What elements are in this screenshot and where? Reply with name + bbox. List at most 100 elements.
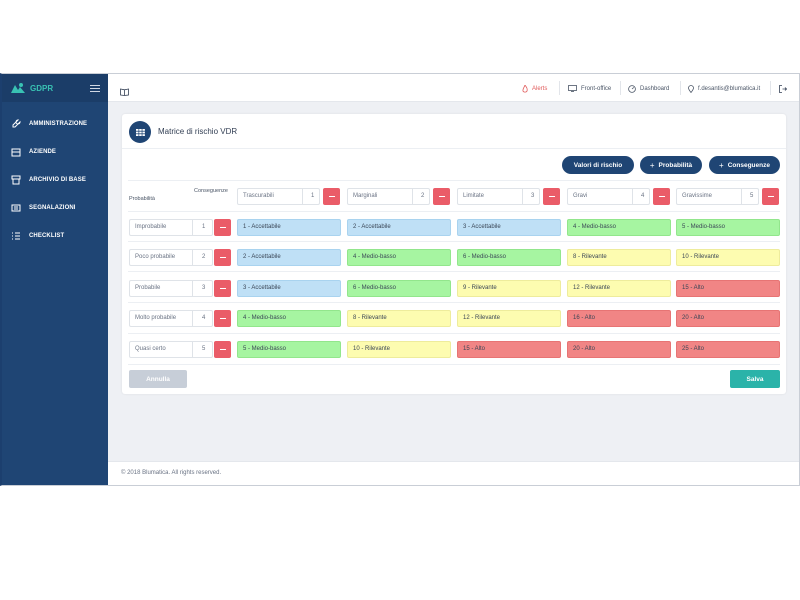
matrix-cell[interactable]: 2 - Accettabile [237,249,341,266]
matrix-cell[interactable]: 8 - Rilevante [567,249,671,266]
remove-consequence-button[interactable] [323,188,340,205]
user-menu[interactable]: f.desantis@blumatica.it [688,82,760,95]
topbar-divider [620,81,621,95]
matrix-cell[interactable]: 15 - Alto [457,341,561,358]
probability-name: Poco probabile [135,254,176,260]
add-probability-button[interactable]: + Probabilità [640,156,702,174]
field-divider [192,220,193,235]
field-divider [192,281,193,296]
footer: © 2018 Blumatica. All rights reserved. [108,461,799,485]
alerts-link[interactable]: Alerts [522,82,547,95]
probability-field[interactable]: Poco probabile 2 [129,249,213,266]
minus-icon [219,349,226,350]
monitor-icon [568,85,577,92]
field-divider [632,189,633,204]
matrix-cell[interactable]: 16 - Alto [567,310,671,327]
consequence-field[interactable]: Marginali 2 [347,188,430,205]
sidebar-item-segnalazioni[interactable]: SEGNALAZIONI [2,194,108,222]
grid-icon [129,121,151,143]
matrix-cell[interactable]: 3 - Accettabile [457,219,561,236]
remove-probability-button[interactable] [214,310,231,327]
dashboard-link[interactable]: Dashboard [628,82,669,95]
matrix-cell[interactable]: 12 - Rilevante [567,280,671,297]
matrix-cell[interactable]: 6 - Medio-basso [347,280,451,297]
matrix-cell[interactable]: 20 - Alto [676,310,780,327]
divider [128,333,780,334]
minus-icon [219,227,226,228]
sidebar-item-label: AMMINISTRAZIONE [29,121,88,127]
add-consequence-button[interactable]: + Conseguenze [709,156,780,174]
menu-toggle-icon[interactable] [90,84,100,92]
matrix-cell[interactable]: 5 - Medio-basso [676,219,780,236]
field-divider [522,189,523,204]
matrix-cell[interactable]: 8 - Rilevante [347,310,451,327]
matrix-cell[interactable]: 5 - Medio-basso [237,341,341,358]
consequence-field[interactable]: Gravissime 5 [676,188,759,205]
add-probability-label: Probabilità [658,161,693,169]
save-button[interactable]: Salva [730,370,780,388]
matrix-cell[interactable]: 4 - Medio-basso [347,249,451,266]
sidebar: GDPR AMMINISTRAZIONE AZIENDE ARCHIVIO [2,74,108,485]
remove-consequence-button[interactable] [543,188,560,205]
sidebar-item-label: CHECKLIST [29,233,65,239]
sidebar-item-amministrazione[interactable]: AMMINISTRAZIONE [2,110,108,138]
matrix-cell[interactable]: 9 - Rilevante [457,280,561,297]
matrix-cell[interactable]: 1 - Accettabile [237,219,341,236]
matrix-cell[interactable]: 25 - Alto [676,341,780,358]
probability-field[interactable]: Probabile 3 [129,280,213,297]
sidebar-item-label: SEGNALAZIONI [29,205,76,211]
risk-values-button[interactable]: Valori di rischio [562,156,634,174]
field-divider [302,189,303,204]
remove-probability-button[interactable] [214,280,231,297]
sidebar-item-checklist[interactable]: CHECKLIST [2,222,108,250]
sidebar-item-archivio[interactable]: ARCHIVIO DI BASE [2,166,108,194]
minus-icon [328,196,335,197]
matrix-cell[interactable]: 15 - Alto [676,280,780,297]
matrix-cell[interactable]: 4 - Medio-basso [567,219,671,236]
remove-consequence-button[interactable] [762,188,779,205]
consequence-field[interactable]: Trascurabili 1 [237,188,320,205]
book-icon[interactable] [120,83,129,101]
probability-value: 3 [202,285,206,291]
matrix-cell[interactable]: 4 - Medio-basso [237,310,341,327]
user-email: f.desantis@blumatica.it [698,85,761,92]
card-header: Matrice di rischio VDR [122,114,786,149]
plus-icon: + [719,160,724,170]
field-divider [741,189,742,204]
divider [128,271,780,272]
remove-probability-button[interactable] [214,341,231,358]
divider [128,180,780,181]
consequence-value: 5 [750,193,754,199]
brand-name: GDPR [30,83,54,93]
archive-icon [11,175,21,185]
consequence-name: Limitate [463,193,485,199]
logout-icon[interactable] [779,82,791,95]
consequence-field[interactable]: Gravi 4 [567,188,650,205]
consequence-field[interactable]: Limitate 3 [457,188,540,205]
field-divider [412,189,413,204]
matrix-cell[interactable]: 12 - Rilevante [457,310,561,327]
matrix-cell[interactable]: 6 - Medio-basso [457,249,561,266]
probability-field[interactable]: Improbabile 1 [129,219,213,236]
matrix-cell[interactable]: 2 - Accettabile [347,219,451,236]
remove-consequence-button[interactable] [433,188,450,205]
probability-field[interactable]: Molto probabile 4 [129,310,213,327]
probability-field[interactable]: Quasi certo 5 [129,341,213,358]
add-consequence-label: Conseguenze [727,161,770,169]
matrix-cell[interactable]: 3 - Accettabile [237,280,341,297]
remove-consequence-button[interactable] [653,188,670,205]
remove-probability-button[interactable] [214,249,231,266]
alerts-label: Alerts [532,85,548,92]
matrix-cell[interactable]: 10 - Rilevante [347,341,451,358]
remove-probability-button[interactable] [214,219,231,236]
sidebar-item-aziende[interactable]: AZIENDE [2,138,108,166]
frontoffice-link[interactable]: Front-office [568,82,611,95]
brand-bar: GDPR [2,74,108,102]
matrix-cell[interactable]: 20 - Alto [567,341,671,358]
cancel-button[interactable]: Annulla [129,370,187,388]
building-icon [11,147,21,157]
minus-icon [658,196,665,197]
top-bar: Alerts Front-office Dashboard f.desantis… [108,74,799,102]
divider [128,211,780,212]
matrix-cell[interactable]: 10 - Rilevante [676,249,780,266]
